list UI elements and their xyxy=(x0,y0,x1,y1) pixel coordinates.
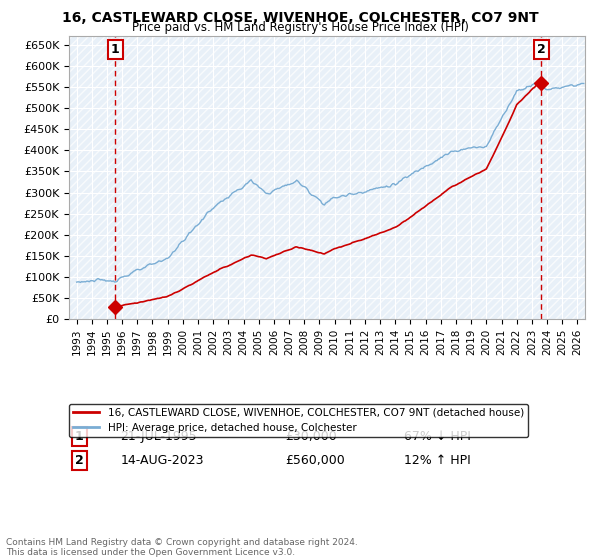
Text: 2: 2 xyxy=(537,43,545,55)
Text: Contains HM Land Registry data © Crown copyright and database right 2024.
This d: Contains HM Land Registry data © Crown c… xyxy=(6,538,358,557)
Text: £30,000: £30,000 xyxy=(286,430,337,443)
Text: 12% ↑ HPI: 12% ↑ HPI xyxy=(404,454,471,467)
Text: 21-JUL-1995: 21-JUL-1995 xyxy=(121,430,197,443)
Text: £560,000: £560,000 xyxy=(286,454,346,467)
Text: Price paid vs. HM Land Registry's House Price Index (HPI): Price paid vs. HM Land Registry's House … xyxy=(131,21,469,34)
Legend: 16, CASTLEWARD CLOSE, WIVENHOE, COLCHESTER, CO7 9NT (detached house), HPI: Avera: 16, CASTLEWARD CLOSE, WIVENHOE, COLCHEST… xyxy=(69,404,528,437)
Text: 16, CASTLEWARD CLOSE, WIVENHOE, COLCHESTER, CO7 9NT: 16, CASTLEWARD CLOSE, WIVENHOE, COLCHEST… xyxy=(62,11,538,25)
Text: 1: 1 xyxy=(75,430,83,443)
Text: 1: 1 xyxy=(111,43,119,55)
Text: 67% ↓ HPI: 67% ↓ HPI xyxy=(404,430,471,443)
Text: 14-AUG-2023: 14-AUG-2023 xyxy=(121,454,204,467)
Text: 2: 2 xyxy=(75,454,83,467)
